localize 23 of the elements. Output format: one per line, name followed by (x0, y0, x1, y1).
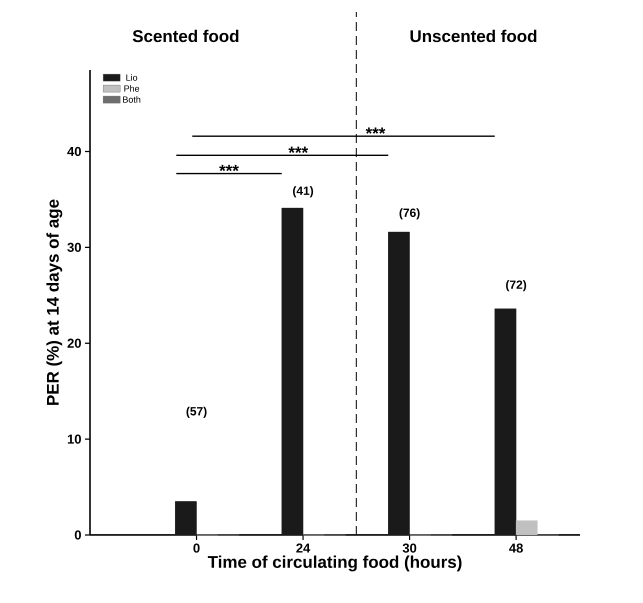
y-tick-label: 30 (67, 242, 81, 252)
y-tick-label: 10 (68, 434, 81, 444)
annotation: (41) (293, 186, 314, 198)
y-tick-label: 20 (68, 338, 81, 348)
x-tick-label: 48 (509, 544, 523, 553)
annotation: (72) (506, 280, 526, 292)
y-tick-label: 0 (74, 530, 81, 540)
x-tick-label: 30 (402, 544, 416, 553)
y-axis-title: PER (%) at 14 days of age (46, 200, 62, 405)
text: Unscented food (410, 30, 536, 42)
legend-label: Phe (124, 85, 140, 92)
annotation: *** (366, 127, 386, 134)
annotation: *** (219, 164, 239, 172)
x-axis-title: Time of circulating food (hours) (208, 556, 462, 572)
annotation: *** (288, 146, 308, 153)
text: Scented food (132, 30, 238, 42)
x-tick-label: 24 (296, 544, 310, 553)
annotation: (76) (400, 208, 420, 220)
x-tick-label: 0 (193, 544, 200, 553)
annotation: (57) (186, 406, 207, 418)
legend-label: Lio (126, 74, 138, 81)
y-tick-label: 40 (67, 146, 81, 156)
legend-label: Both (123, 96, 140, 103)
